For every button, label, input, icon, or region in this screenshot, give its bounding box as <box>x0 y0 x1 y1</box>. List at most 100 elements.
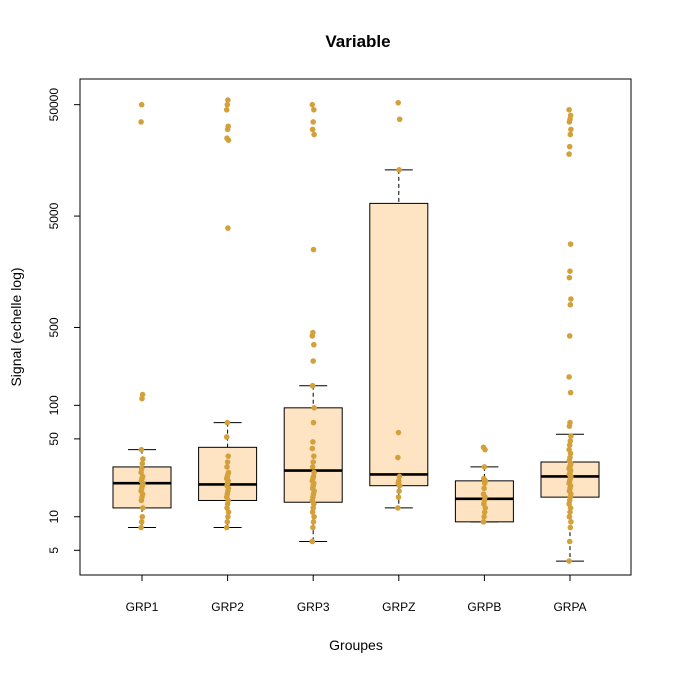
data-point <box>310 524 316 531</box>
data-point <box>225 453 231 459</box>
x-tick-label: GRP1 <box>126 600 159 614</box>
points-grp2 <box>223 97 232 531</box>
data-point <box>568 126 574 133</box>
data-point <box>138 524 144 531</box>
y-tick-label: 100 <box>47 395 61 415</box>
data-point <box>480 444 487 451</box>
data-point <box>311 341 317 348</box>
data-point <box>567 438 574 444</box>
data-point <box>309 445 316 452</box>
points-grpb <box>480 444 489 525</box>
data-point <box>396 116 403 123</box>
y-axis: 5 10 50 100 500 5000 50000 <box>47 88 80 554</box>
data-point <box>138 119 144 125</box>
points-grpz <box>395 99 403 511</box>
data-point <box>396 478 402 484</box>
x-tick-label: GRP2 <box>211 600 244 614</box>
data-point <box>480 519 487 525</box>
data-point <box>395 99 402 106</box>
y-tick-label: 5000 <box>47 202 61 229</box>
data-point <box>566 374 572 380</box>
data-point <box>567 131 574 138</box>
data-point <box>481 475 487 482</box>
data-point <box>310 459 317 465</box>
data-point <box>310 119 317 125</box>
x-axis: GRP1 GRP2 GRP3 GRPZ GRPB GRPA <box>126 575 587 614</box>
data-point <box>567 241 574 247</box>
data-point <box>567 389 574 396</box>
data-point <box>310 419 317 426</box>
points-grp1 <box>138 101 146 531</box>
data-point <box>566 513 573 520</box>
data-point <box>138 465 145 472</box>
data-point <box>567 524 574 531</box>
data-point <box>138 519 145 525</box>
data-point <box>225 97 231 103</box>
iqr-box <box>369 202 429 487</box>
data-point <box>140 505 146 511</box>
data-point <box>223 106 230 113</box>
x-tick-label: GRP3 <box>297 600 330 614</box>
data-point <box>567 454 573 461</box>
data-point <box>566 274 573 281</box>
data-point <box>311 405 317 411</box>
data-point <box>566 333 573 339</box>
data-point <box>396 167 402 173</box>
data-point <box>224 459 231 465</box>
data-point <box>225 123 231 130</box>
data-point <box>310 519 317 525</box>
data-point <box>224 464 230 470</box>
plot-frame <box>79 78 632 576</box>
data-point <box>566 446 572 453</box>
data-point <box>566 442 573 448</box>
box-grpz <box>369 169 429 509</box>
data-point <box>567 419 573 426</box>
data-point <box>225 513 231 520</box>
data-point <box>567 301 574 308</box>
y-tick-label: 500 <box>47 317 61 337</box>
y-tick-label: 50 <box>47 432 61 446</box>
data-point <box>395 429 402 436</box>
data-point <box>566 558 572 564</box>
data-point <box>309 382 316 389</box>
chart-title: Variable <box>325 32 390 51</box>
data-point <box>310 246 317 253</box>
data-point <box>566 538 573 545</box>
data-point <box>140 456 146 462</box>
y-tick-label: 10 <box>47 510 61 524</box>
data-point <box>311 513 317 520</box>
plot-area <box>112 97 600 564</box>
data-point <box>567 112 574 119</box>
data-point <box>395 505 401 511</box>
data-point <box>223 434 230 440</box>
data-point <box>224 135 230 142</box>
data-point <box>223 524 230 531</box>
data-point <box>568 519 574 525</box>
data-point <box>139 460 146 467</box>
data-point <box>311 106 317 113</box>
data-point <box>566 106 572 113</box>
data-point <box>225 225 231 231</box>
points-grpa <box>566 106 574 564</box>
data-point <box>224 101 231 108</box>
data-point <box>309 509 316 515</box>
data-point <box>395 454 401 461</box>
x-tick-label: GRPA <box>553 600 586 614</box>
data-point <box>138 446 145 453</box>
data-point <box>480 491 487 497</box>
data-point <box>225 509 232 515</box>
data-point <box>481 509 488 515</box>
data-point <box>481 464 488 470</box>
data-point <box>311 453 317 459</box>
data-point <box>310 439 316 445</box>
data-point <box>566 143 573 150</box>
data-point <box>310 358 317 364</box>
data-point <box>566 151 572 157</box>
data-point <box>309 126 316 133</box>
data-point <box>139 513 146 520</box>
data-point <box>310 329 316 336</box>
points-grp3 <box>309 101 317 545</box>
data-point <box>139 391 146 398</box>
data-point <box>309 101 316 108</box>
